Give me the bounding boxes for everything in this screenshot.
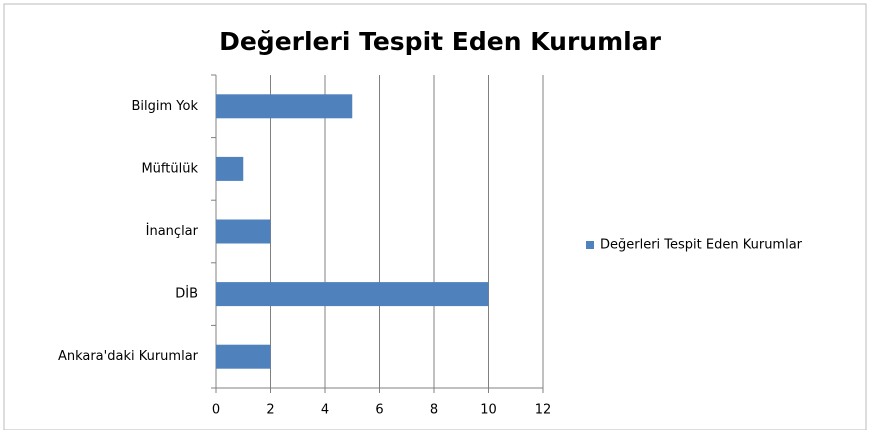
y-tick-label: Bilgim Yok (132, 99, 199, 114)
x-tick-label: 12 (535, 403, 552, 418)
chart-frame (3, 3, 867, 430)
legend-label: Değerleri Tespit Eden Kurumlar (600, 238, 803, 253)
x-tick-label: 2 (266, 403, 274, 418)
chart-title: Değerleri Tespit Eden Kurumlar (219, 27, 661, 56)
bar (216, 219, 271, 244)
x-tick-label: 10 (480, 403, 497, 418)
x-tick-label: 6 (375, 403, 383, 418)
y-tick-label: Ankara'daki Kurumlar (58, 349, 199, 364)
x-tick-label: 8 (430, 403, 438, 418)
x-tick-label: 4 (321, 403, 329, 418)
bar (216, 282, 489, 307)
y-tick-label: DİB (175, 286, 198, 302)
bar (216, 94, 353, 119)
bar (216, 344, 271, 369)
y-tick-label: İnançlar (146, 223, 199, 239)
x-tick-label: 0 (212, 403, 220, 418)
bar (216, 156, 244, 181)
y-tick-label: Müftülük (141, 161, 198, 176)
legend-swatch (586, 241, 594, 249)
